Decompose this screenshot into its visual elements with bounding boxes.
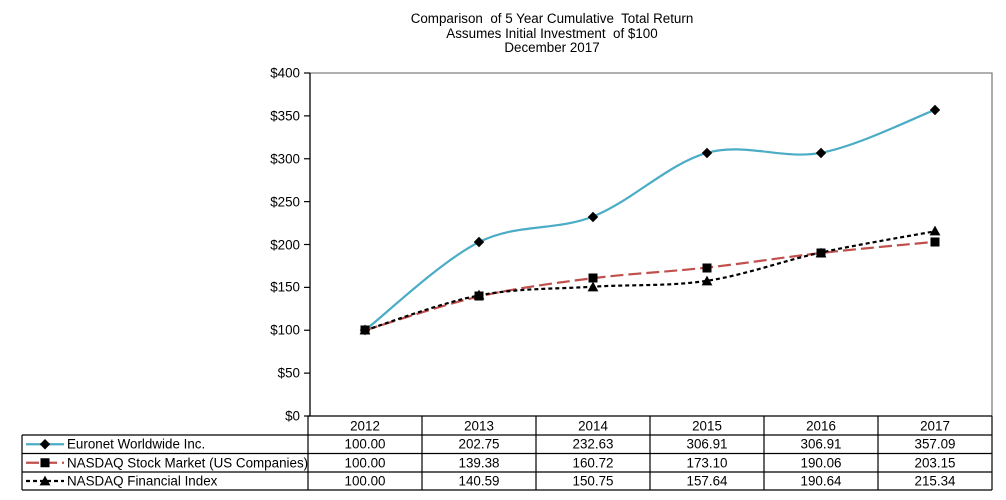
series-line-nasdaq-stock-market	[364, 240, 936, 332]
series-marker-euronet-legend	[39, 439, 51, 450]
series-marker-euronet	[587, 211, 599, 223]
table-cell: 100.00	[344, 455, 386, 471]
series-marker-euronet	[473, 236, 485, 248]
legend-label-nasdaq-financial: NASDAQ Financial Index	[67, 473, 218, 489]
table-cell: 100.00	[344, 473, 386, 489]
y-axis-label: $50	[277, 365, 300, 381]
series-marker-euronet	[815, 147, 827, 159]
legend-label-euronet: Euronet Worldwide Inc.	[67, 436, 206, 452]
series-marker-nasdaq-financial	[929, 225, 941, 236]
series-marker-euronet	[701, 147, 713, 159]
y-axis-label: $400	[270, 65, 300, 81]
y-axis-label: $250	[270, 194, 300, 210]
y-axis-label: $350	[270, 108, 300, 124]
y-axis-label: $150	[270, 279, 300, 295]
year-header-cell: 2015	[692, 418, 722, 433]
table-cell: 100.00	[344, 436, 386, 452]
chart-title: Comparison of 5 Year Cumulative Total Re…	[252, 11, 852, 56]
series-line-nasdaq-financial	[364, 230, 936, 332]
table-cell: 306.91	[800, 436, 842, 452]
series-marker-nasdaq-financial	[359, 324, 371, 335]
series-marker-nasdaq-financial	[587, 281, 599, 292]
table-cell: 173.10	[686, 455, 728, 471]
table-cell: 232.63	[572, 436, 614, 452]
series-marker-nasdaq-financial	[815, 247, 827, 258]
table-cell: 157.64	[686, 473, 728, 489]
plot-border	[310, 72, 993, 416]
legend-label-nasdaq-stock-market: NASDAQ Stock Market (US Companies)	[67, 455, 309, 471]
table-cell: 306.91	[686, 436, 728, 452]
table-cell: 190.64	[800, 473, 842, 489]
y-axis-label: $100	[270, 322, 300, 338]
series-marker-nasdaq-stock-market	[702, 263, 712, 273]
table-cell: 357.09	[914, 436, 956, 452]
chart-title-line2: Assumes Initial Investment of $100	[446, 25, 658, 41]
year-header-cell: 2014	[578, 418, 608, 433]
table-cell: 202.75	[458, 436, 500, 452]
y-axis-label: $300	[270, 151, 300, 167]
series-marker-euronet	[929, 104, 941, 116]
year-header-cell: 2012	[350, 418, 380, 433]
series-marker-nasdaq-financial	[473, 289, 485, 300]
table-cell: 160.72	[572, 455, 614, 471]
series-marker-nasdaq-financial-legend	[39, 475, 51, 486]
chart-title-line1: Comparison of 5 Year Cumulative Total Re…	[410, 11, 694, 26]
table-cell: 215.34	[914, 473, 956, 489]
chart-title-line3: December 2017	[504, 40, 600, 56]
table-cell: 139.38	[458, 455, 500, 471]
table-cell: 140.59	[458, 473, 500, 489]
table-cell: 150.75	[572, 473, 614, 489]
year-header-cell: 2013	[464, 418, 494, 433]
series-marker-nasdaq-stock-market	[930, 237, 940, 247]
year-header-cell: 2016	[806, 418, 836, 433]
table-cell: 203.15	[914, 455, 956, 471]
y-axis-label: $0	[285, 408, 300, 424]
y-axis-label: $200	[270, 237, 300, 252]
series-line-euronet	[364, 108, 936, 332]
table-cell: 190.06	[800, 455, 842, 471]
series-marker-nasdaq-financial	[701, 275, 713, 286]
series-marker-nasdaq-stock-market-legend	[40, 458, 50, 468]
year-header-cell: 2017	[920, 418, 950, 433]
series-marker-nasdaq-stock-market	[588, 273, 598, 283]
